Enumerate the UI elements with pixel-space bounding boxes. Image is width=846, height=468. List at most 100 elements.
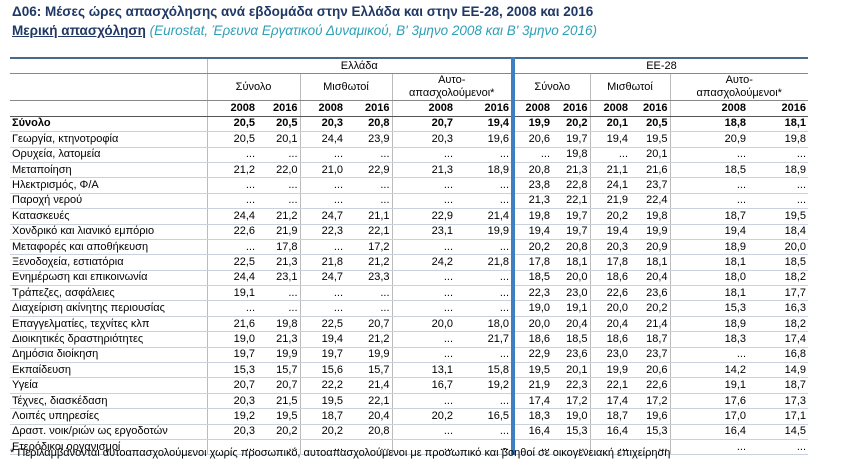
cell: 22,8	[552, 177, 590, 194]
cell: ...	[511, 439, 552, 456]
subtitle: Μερική απασχόληση	[12, 23, 146, 38]
cell: ...	[455, 424, 513, 440]
group-header: Μισθωτοί	[299, 73, 392, 102]
cell: 18,1	[552, 254, 590, 271]
cell: 21,5	[257, 393, 300, 410]
cell: 20,5	[206, 116, 257, 133]
cell: ...	[299, 300, 345, 317]
cell: 17,8	[589, 254, 630, 271]
header-row: 2008 2016 2008 2016 2008 2016 2008 2016 2008 2016…	[10, 100, 808, 117]
table-row: Γεωργία, κτηνοτροφία 20,5 20,1 24,4 23,9 20,3…	[10, 131, 808, 148]
cell: 17,3	[748, 393, 808, 410]
cell: 23,8	[511, 177, 552, 194]
cell: 20,2	[630, 300, 670, 317]
cell: ...	[391, 270, 455, 287]
cell: 13,1	[391, 362, 455, 379]
cell: ...	[669, 193, 748, 210]
cell: 23,7	[630, 177, 670, 194]
cell: 15,3	[630, 424, 670, 440]
cell: 19,2	[206, 408, 257, 425]
cell: 18,3	[511, 408, 552, 425]
cell: 20,6	[511, 131, 552, 148]
cell: 21,3	[257, 254, 300, 271]
cell: 20,5	[630, 116, 670, 133]
cell: 22,9	[391, 208, 455, 225]
year-header: 2008	[391, 100, 455, 117]
cell: 20,8	[345, 116, 392, 133]
cell: 19,9	[455, 224, 513, 240]
cell: 20,0	[748, 239, 808, 256]
cell: 19,5	[257, 408, 300, 425]
data-table: Ελλάδα ΕΕ-28 Σύνολο Μισθωτοί Αυτο-απασχολούμ…	[10, 57, 808, 456]
cell: 16,5	[455, 408, 513, 425]
cell: ...	[345, 439, 392, 456]
table-body: Σύνολο 20,5 20,5 20,3 20,8 20,7 19,4 19,9 20,2 20…	[10, 116, 808, 456]
cell: 18,0	[455, 316, 513, 333]
cell: 21,3	[257, 331, 300, 348]
year-header: 2016	[748, 100, 808, 117]
cell: ...	[455, 147, 513, 163]
year-header: 2016	[257, 100, 300, 117]
cell: 20,7	[391, 116, 455, 133]
cell: 20,2	[589, 208, 630, 225]
cell: ...	[455, 347, 513, 364]
cell: 17,8	[257, 239, 300, 256]
cell: 19,7	[552, 131, 590, 148]
cell: ...	[206, 300, 257, 317]
cell: 22,1	[589, 377, 630, 394]
cell: ...	[455, 285, 513, 302]
row-label: Χονδρικό και λιανικό εμπόριο	[10, 224, 207, 240]
group-header-line: Αυτο-	[438, 74, 466, 87]
cell: 19,2	[455, 377, 513, 394]
cell: 20,9	[630, 239, 670, 256]
cell: 14,9	[748, 362, 808, 379]
title: Δ06: Μέσες ώρες απασχόλησης ανά εβδομάδα…	[12, 4, 594, 19]
cell: ...	[345, 193, 392, 210]
footnote: * Περιλαμβάνονται αυτοαπασχολούμενοι χωρ…	[10, 447, 671, 459]
year-header: 2016	[455, 100, 513, 117]
cell: 15,3	[552, 424, 590, 440]
cell: 17,7	[748, 285, 808, 302]
cell: ...	[589, 439, 630, 456]
cell: 19,6	[455, 131, 513, 148]
cell: 21,9	[511, 377, 552, 394]
row-label: Επαγγελματίες, τεχνίτες κλπ	[10, 316, 207, 333]
cell: ...	[391, 331, 455, 348]
table-row: Μεταποίηση 21,2 22,0 21,0 22,9 21,3 18,9 20,8 21…	[10, 162, 808, 179]
cell: 20,4	[345, 408, 392, 425]
cell: 15,8	[455, 362, 513, 379]
year-header: 2008	[669, 100, 748, 117]
group-header: Μισθωτοί	[589, 73, 670, 102]
cell: 19,4	[589, 131, 630, 148]
cell: 20,6	[630, 362, 670, 379]
cell: 19,4	[669, 224, 748, 240]
table-row: Δραστ. νοικ/ριών ως εργοδοτών 20,3 20,2 20,…	[10, 424, 808, 440]
cell: ...	[669, 347, 748, 364]
header-row: Σύνολο Μισθωτοί Αυτο-απασχολούμενοι* Σύνολο…	[10, 73, 808, 102]
cell: 19,0	[206, 331, 257, 348]
cell: ...	[345, 177, 392, 194]
row-label: Δημόσια διοίκηση	[10, 347, 207, 364]
cell: 21,2	[257, 208, 300, 225]
table-row: Ετερόδικοι οργανισμοί...................…	[10, 439, 808, 456]
cell: 19,7	[552, 224, 590, 240]
cell: 20,8	[552, 239, 590, 256]
cell: ...	[748, 193, 808, 210]
cell: 20,1	[552, 362, 590, 379]
table-row: Διοικητικές δραστηριότητες 19,0 21,3 19,4 21…	[10, 331, 808, 348]
header-row: Ελλάδα ΕΕ-28	[10, 57, 808, 75]
cell: 24,4	[206, 270, 257, 287]
cell: 20,7	[257, 377, 300, 394]
cell: 20,0	[391, 316, 455, 333]
cell: 18,9	[748, 162, 808, 179]
cell: 18,7	[630, 331, 670, 348]
cell: 20,7	[206, 377, 257, 394]
source: (Eurostat, Έρευνα Εργατικού Δυναμικού, Β…	[149, 23, 597, 38]
cell: 18,9	[669, 316, 748, 333]
cell: 19,1	[206, 285, 257, 302]
cell: 21,3	[391, 162, 455, 179]
year-header: 2008	[511, 100, 552, 117]
cell: 20,9	[669, 131, 748, 148]
cell: 18,8	[669, 116, 748, 133]
cell: 16,3	[748, 300, 808, 317]
